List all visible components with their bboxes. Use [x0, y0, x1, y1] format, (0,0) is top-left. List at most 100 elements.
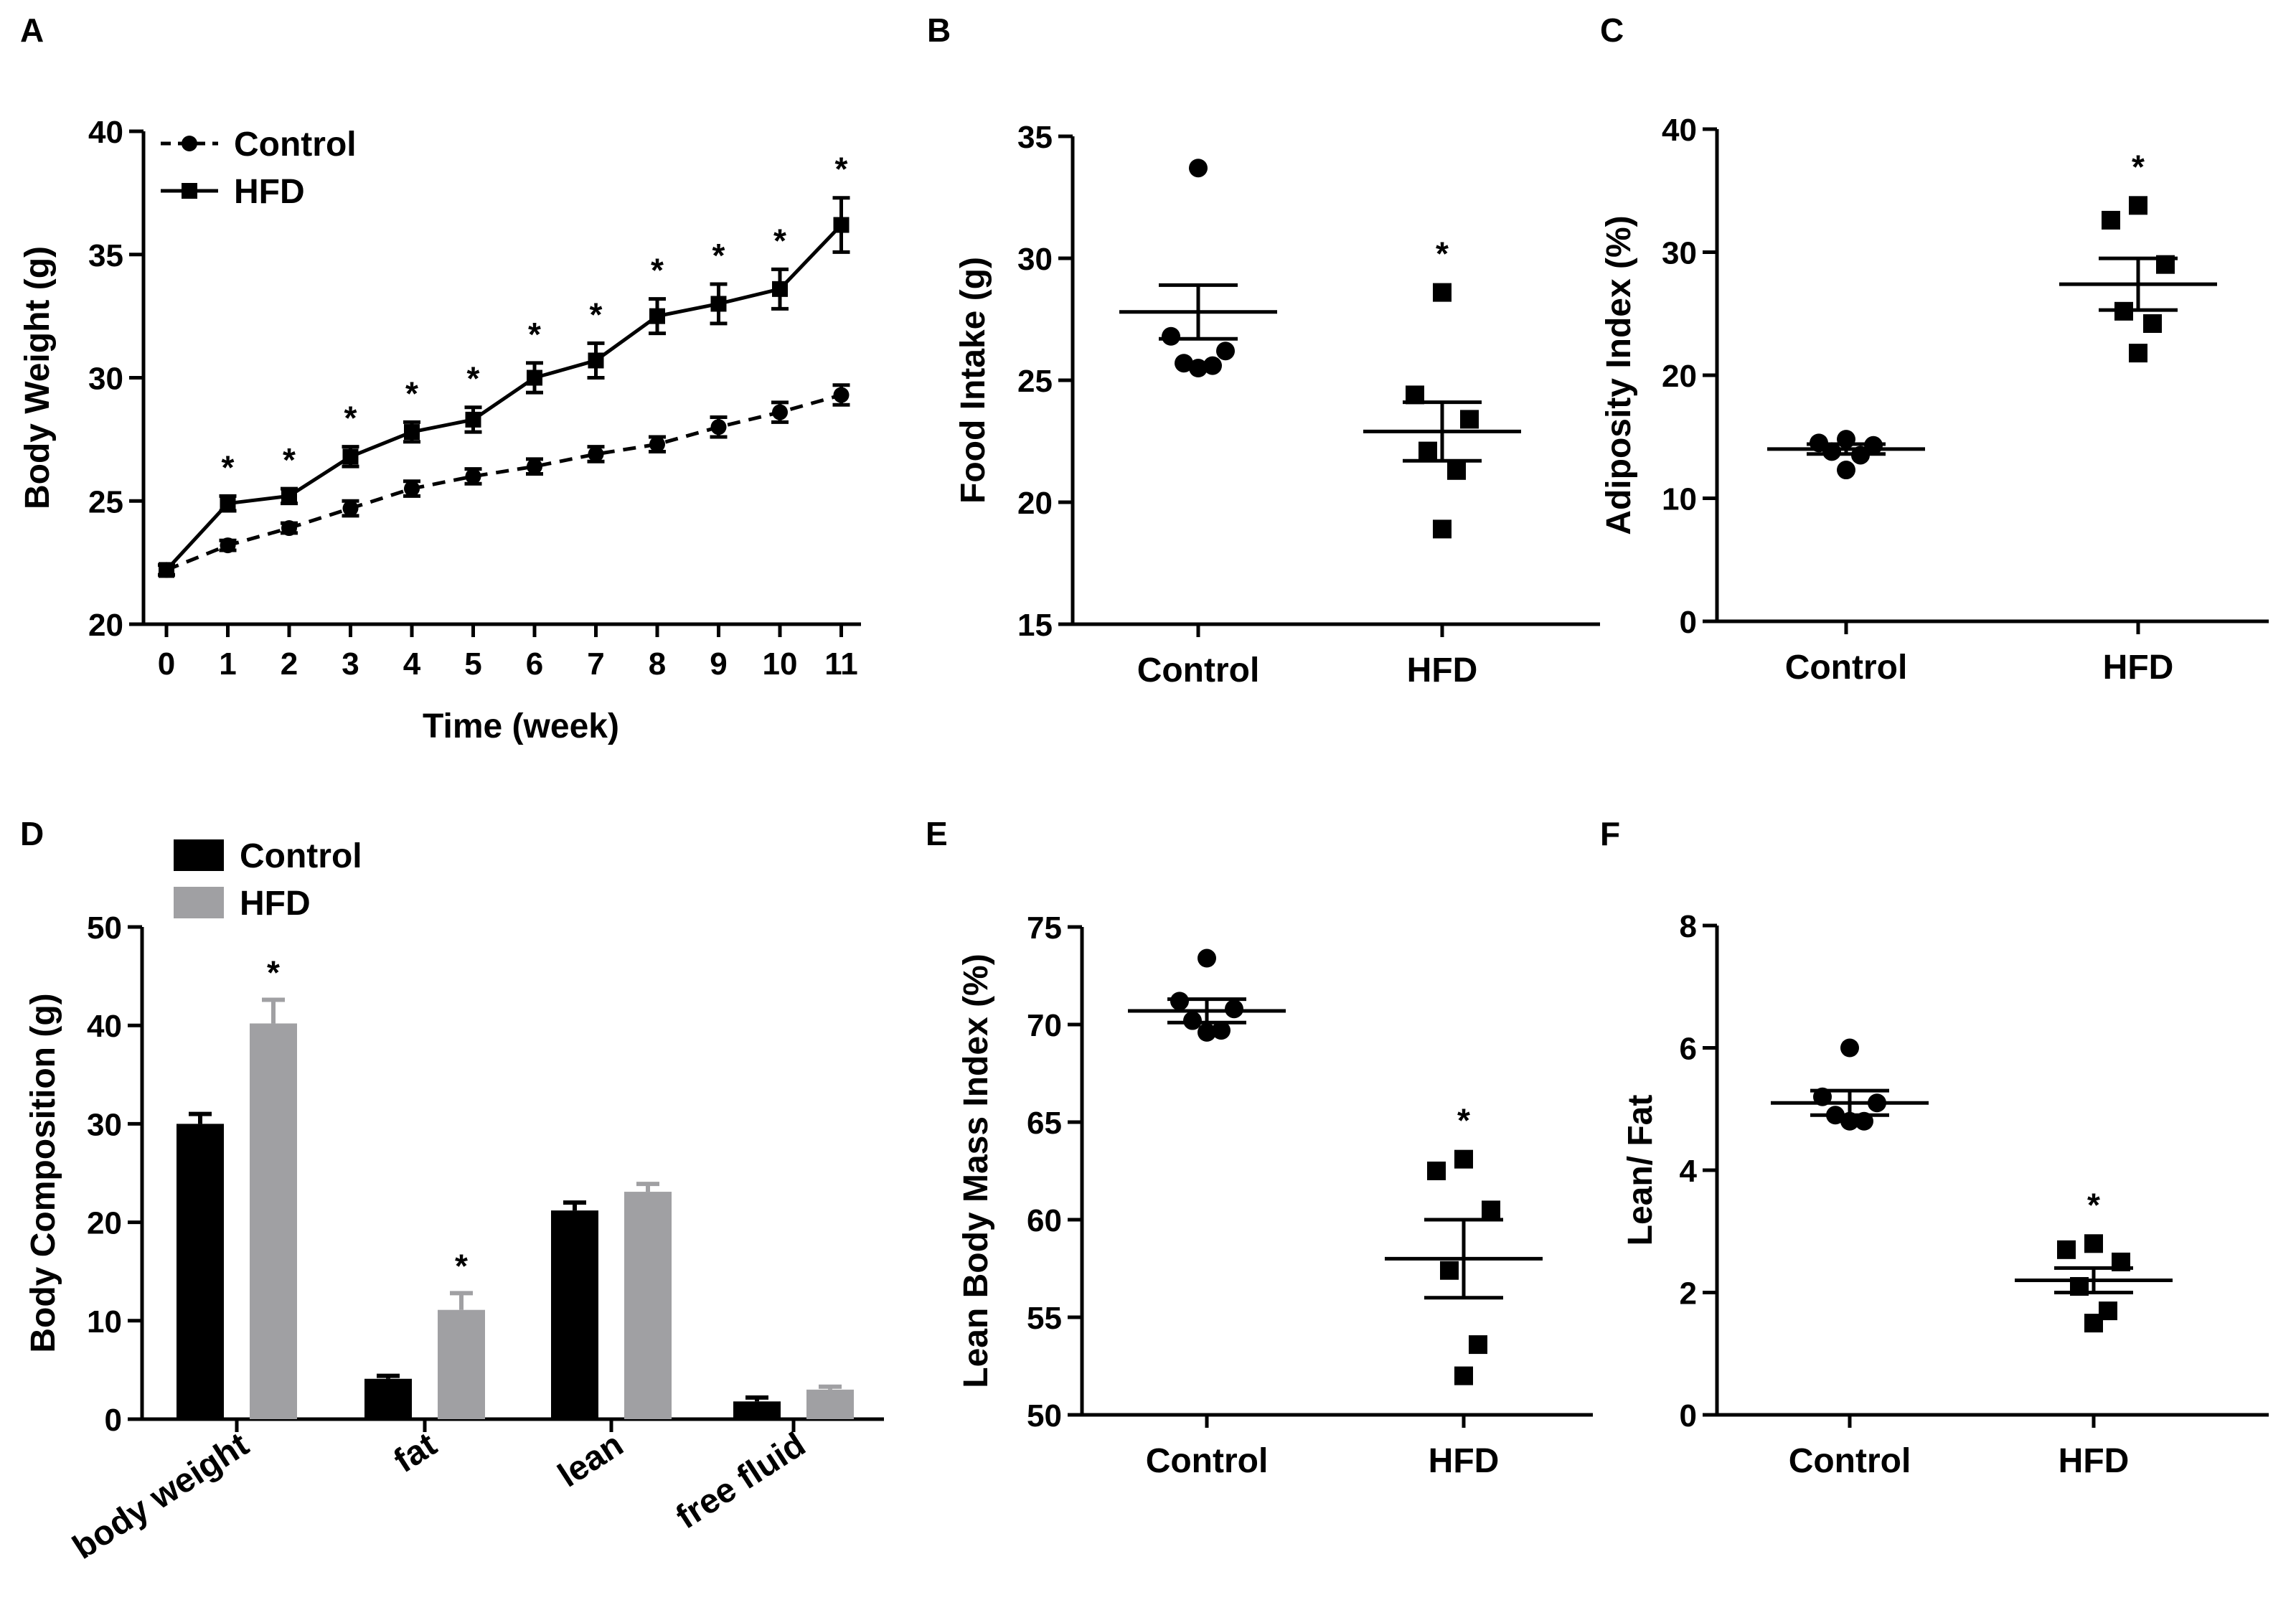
- x-tick-label: 0: [158, 646, 175, 682]
- x-tick-label: 8: [649, 646, 666, 682]
- y-axis-title: Body Composition (g): [24, 993, 62, 1352]
- y-tick-label: 20: [87, 1206, 122, 1241]
- data-point-hfd: [1433, 519, 1452, 539]
- legend-swatch: [174, 839, 224, 871]
- y-axis-title: Lean/ Fat: [1622, 1095, 1660, 1246]
- significance-star: *: [467, 360, 480, 397]
- significance-star: *: [405, 375, 418, 412]
- y-tick-label: 25: [1017, 364, 1053, 399]
- data-point-hfd: [2057, 1240, 2076, 1259]
- y-tick-label: 70: [1027, 1008, 1062, 1043]
- significance-star: *: [773, 222, 786, 259]
- bar-control: [551, 1210, 598, 1419]
- data-point-control: [1840, 1038, 1859, 1058]
- x-tick-label: 11: [824, 646, 858, 682]
- significance-star: *: [712, 237, 725, 274]
- significance-star: *: [283, 441, 296, 479]
- y-tick-label: 30: [87, 1107, 122, 1142]
- y-tick-label: 35: [1017, 120, 1053, 155]
- y-tick-label: 20: [1017, 486, 1053, 521]
- data-point-hfd: [1454, 1366, 1473, 1385]
- y-tick-label: 60: [1027, 1203, 1062, 1238]
- data-point-control: [220, 537, 236, 554]
- y-axis-title: Body Weight (g): [19, 246, 57, 509]
- data-point-hfd: [1418, 441, 1437, 461]
- y-axis-title: Lean Body Mass Index (%): [957, 954, 995, 1388]
- x-tick-label: HFD: [1429, 1442, 1500, 1480]
- data-point-hfd: [1460, 410, 1479, 429]
- legend-swatch: [174, 887, 224, 918]
- legend-label: Control: [240, 837, 362, 875]
- y-tick-label: 2: [1680, 1276, 1697, 1312]
- data-point-control: [1225, 999, 1243, 1019]
- y-tick-label: 10: [1662, 482, 1697, 517]
- significance-star: *: [528, 316, 541, 353]
- legend-label: HFD: [240, 885, 311, 923]
- data-point-hfd: [465, 411, 481, 428]
- data-point-control: [1189, 159, 1208, 178]
- panel-E: E 50 55 60 65 70 75 Lean Body Mass Index (%) Con…: [926, 815, 1593, 1480]
- data-point-hfd: [2143, 314, 2162, 333]
- data-point-hfd: [2129, 344, 2147, 363]
- y-tick-label: 6: [1680, 1032, 1697, 1067]
- bar-hfd: [624, 1192, 672, 1419]
- data-point-control: [1162, 326, 1180, 346]
- x-tick-label: 7: [587, 646, 604, 682]
- data-point-control: [342, 500, 359, 517]
- data-point-control: [588, 446, 604, 462]
- data-point-control: [1203, 356, 1222, 375]
- x-tick-label: 6: [526, 646, 543, 682]
- bar-hfd: [250, 1023, 297, 1419]
- bar-control: [733, 1401, 781, 1419]
- data-point-hfd: [1454, 1149, 1473, 1169]
- x-tick-label: Control: [1146, 1442, 1269, 1480]
- x-tick-label: 3: [342, 646, 359, 682]
- x-tick-label: Control: [1785, 649, 1908, 687]
- data-point-hfd: [1469, 1335, 1487, 1355]
- data-point-control: [527, 458, 542, 475]
- data-point-hfd: [281, 488, 297, 504]
- data-point-hfd: [1447, 461, 1466, 480]
- data-point-control: [1216, 342, 1235, 361]
- significance-star: *: [2087, 1186, 2100, 1223]
- x-tick-label: 10: [763, 646, 798, 682]
- panel-label: C: [1600, 11, 1624, 49]
- data-point-control: [1822, 442, 1841, 461]
- y-tick-label: 0: [1680, 1398, 1697, 1434]
- bar-control: [177, 1124, 224, 1419]
- y-tick-label: 50: [1027, 1398, 1062, 1434]
- y-tick-label: 0: [1680, 605, 1697, 640]
- data-point-hfd: [833, 217, 850, 233]
- y-tick-label: 20: [1662, 359, 1697, 394]
- x-tick-label: fat: [387, 1426, 443, 1480]
- significance-star: *: [1436, 235, 1449, 273]
- panel-F: F 0 2 4 6 8 Lean/ Fat Control HFD *: [1600, 815, 2269, 1480]
- significance-star: *: [1457, 1102, 1470, 1139]
- y-tick-label: 15: [1017, 608, 1053, 643]
- legend-marker: [182, 136, 197, 151]
- data-point-hfd: [527, 369, 542, 386]
- data-point-hfd: [220, 495, 236, 512]
- data-point-hfd: [710, 296, 727, 312]
- significance-star: *: [590, 296, 603, 333]
- y-tick-label: 25: [88, 484, 123, 519]
- data-point-hfd: [588, 352, 604, 369]
- data-point-control: [1183, 1011, 1202, 1030]
- x-tick-label: HFD: [1407, 651, 1478, 689]
- panel-B: B 15 20 25 30 35 Food Intake (g) Control HFD *: [927, 11, 1600, 689]
- bar-hfd: [806, 1389, 854, 1419]
- x-tick-label: Control: [1137, 651, 1260, 689]
- x-tick-label: 9: [710, 646, 727, 682]
- data-point-control: [1198, 948, 1216, 968]
- data-point-control: [1212, 1021, 1231, 1040]
- data-point-control: [1175, 354, 1193, 373]
- x-tick-label: 2: [281, 646, 298, 682]
- y-tick-label: 20: [88, 608, 123, 643]
- y-tick-label: 8: [1680, 909, 1697, 944]
- panel-label: F: [1600, 815, 1620, 852]
- y-tick-label: 30: [88, 362, 123, 397]
- series-line-control: [166, 393, 842, 572]
- x-tick-label: body weight: [66, 1426, 255, 1567]
- x-tick-label: lean: [552, 1426, 630, 1495]
